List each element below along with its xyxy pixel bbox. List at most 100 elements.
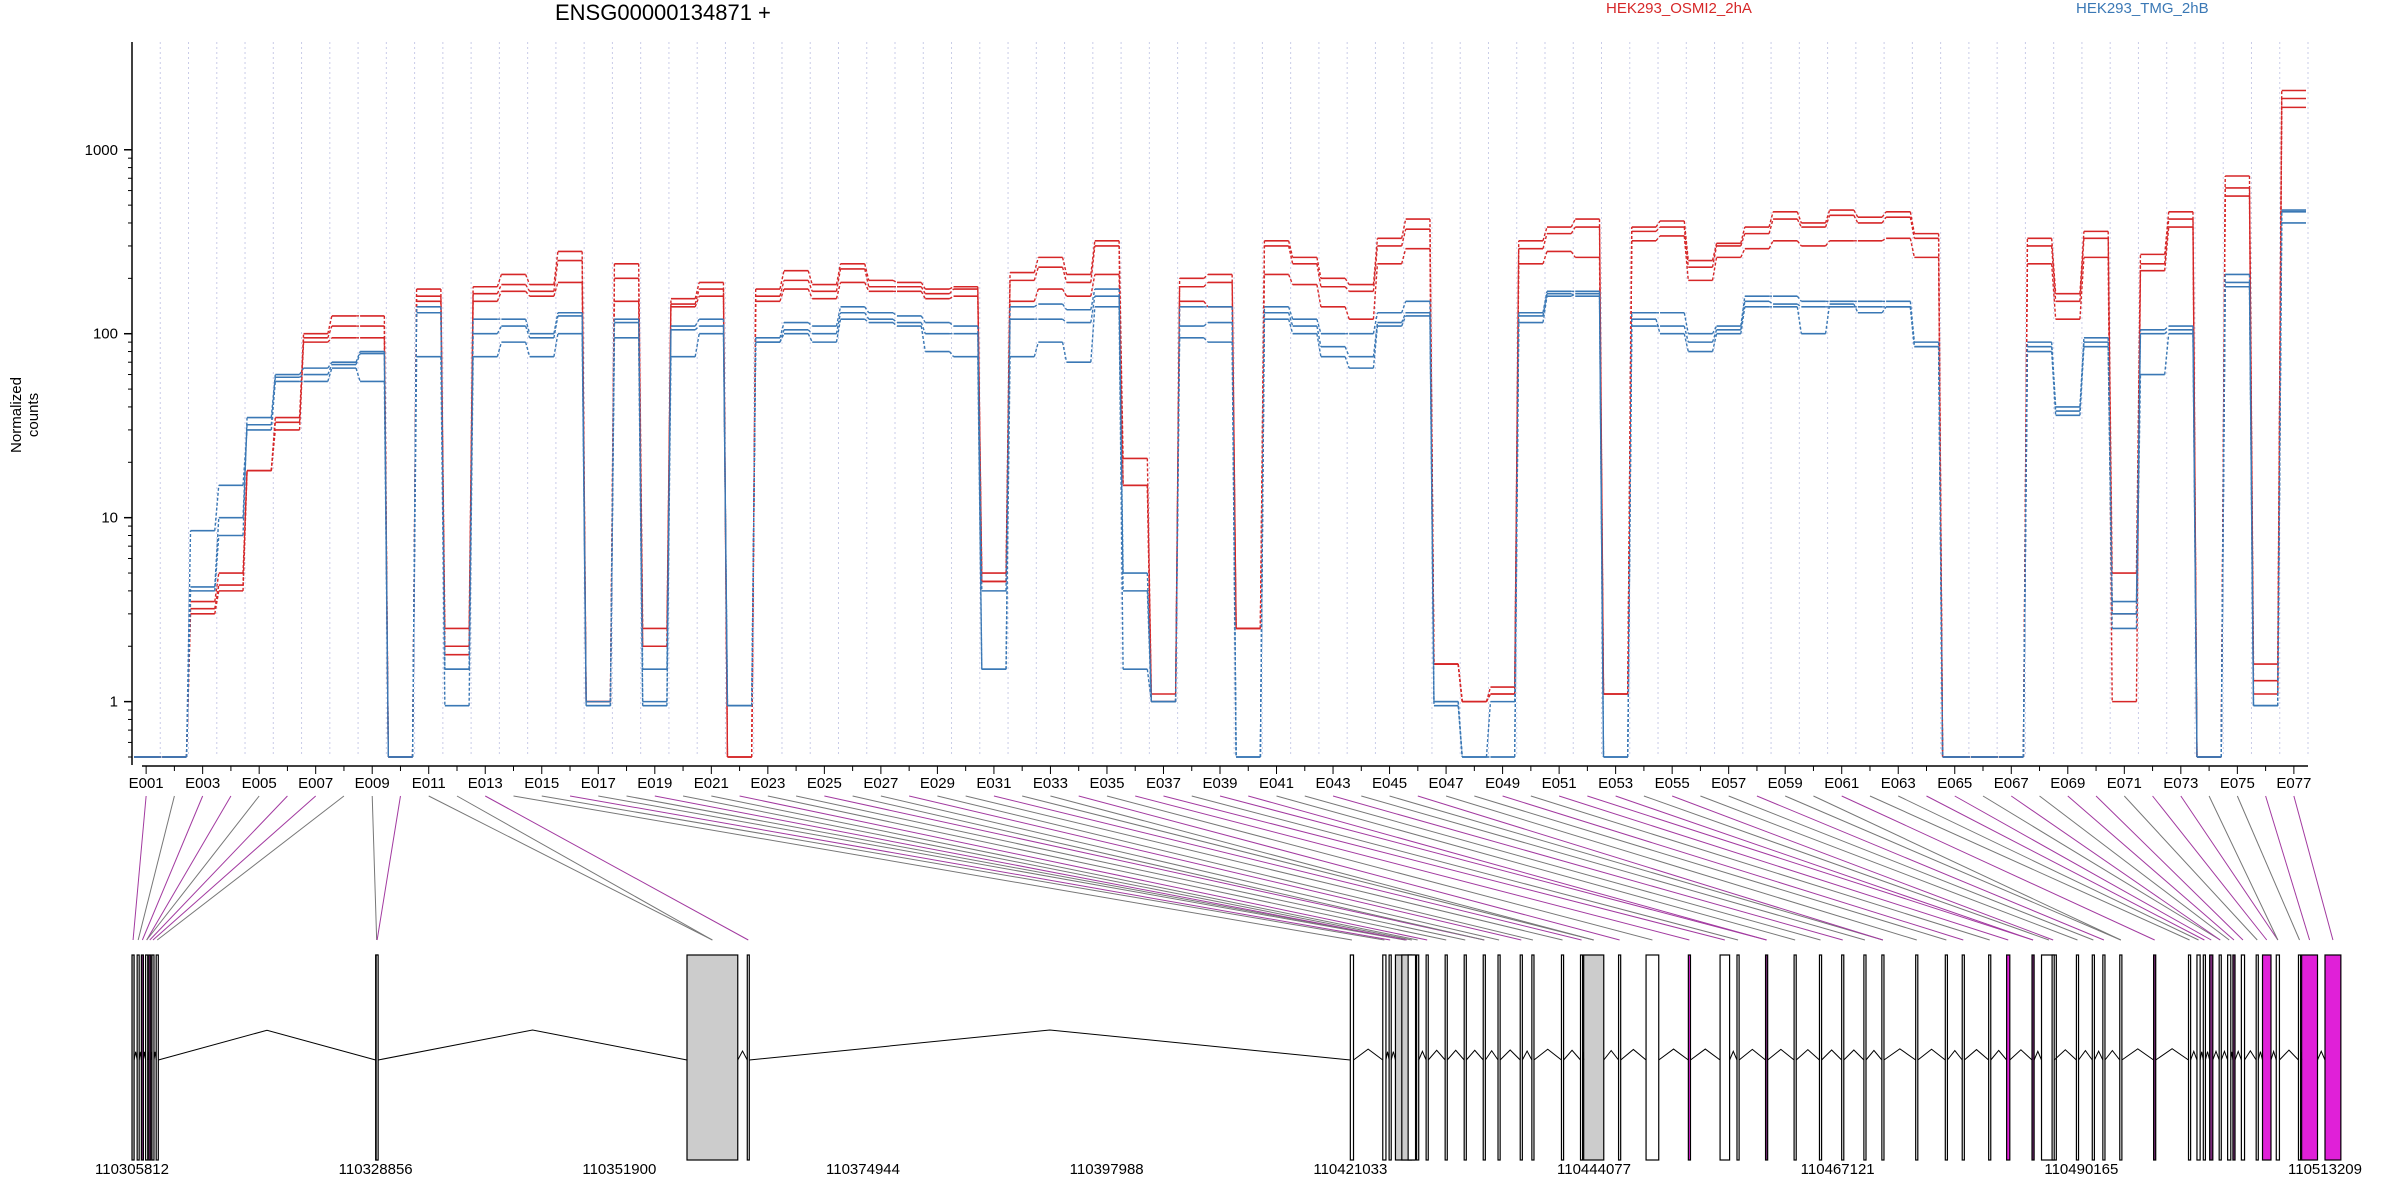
series-connector (835, 312, 842, 334)
exon-axis: E001 E003 E005 E007 E009 E011 E013 E015 E017 E019… (129, 765, 2311, 792)
intron-line (2078, 1049, 2093, 1061)
series-connector (1683, 333, 1689, 352)
exon-connector (428, 795, 713, 941)
exon-tick-label: E037 (1146, 775, 1181, 792)
intron-line (1415, 1051, 1418, 1061)
series-connector (1203, 273, 1209, 279)
exon-connector (795, 795, 1466, 941)
genomic-tick-label: 110421033 (1313, 1161, 1387, 1178)
intron-line (1582, 1051, 1585, 1061)
exon-block (1793, 954, 1797, 1161)
series-connector (1796, 306, 1803, 334)
series-connector (864, 318, 870, 324)
exon-connector (1248, 795, 1767, 941)
series-connector (2220, 286, 2226, 758)
series-connector (214, 535, 220, 591)
exon-block (2091, 954, 2095, 1161)
exon-connector (1502, 795, 1964, 941)
series-connector (1711, 329, 1718, 343)
series-connector (1824, 215, 1831, 228)
series-connector (864, 263, 870, 281)
exon-tick-label: E025 (807, 775, 842, 792)
exon-tick-label: E031 (976, 775, 1011, 792)
series-connector (1740, 306, 1746, 334)
intron-line (2234, 1049, 2242, 1061)
exon-block (2209, 954, 2214, 1161)
intron-line (1499, 1049, 1521, 1061)
series-connector (270, 374, 276, 418)
series-connector (1711, 257, 1718, 281)
exon-connector (1954, 795, 2212, 941)
series-lines (134, 89, 2306, 758)
series-connector (1090, 274, 1096, 297)
exon-block (1583, 954, 1605, 1161)
series-connector (609, 337, 616, 706)
series-connector (1627, 319, 1633, 758)
exon-block (686, 954, 739, 1161)
series-connector (242, 429, 248, 486)
exon-connector (1756, 795, 2105, 941)
exon-connector (1417, 795, 1884, 941)
exon-connector (1869, 795, 2190, 941)
exon-connector (2265, 795, 2311, 941)
exon-tick-label: E049 (1485, 775, 1520, 792)
series-connector (1287, 312, 1294, 327)
exon-block (746, 954, 750, 1161)
intron-line (749, 1029, 1351, 1061)
intron-line (1865, 1049, 1883, 1061)
exon-block (2261, 954, 2272, 1161)
intron-line (2270, 1049, 2277, 1061)
series-connector (835, 268, 842, 292)
exon-block (2102, 954, 2106, 1161)
exon-block (1463, 954, 1467, 1161)
series-connector (1316, 263, 1322, 287)
series-connector (2107, 238, 2113, 614)
series-connector (949, 322, 954, 327)
series-connector (1344, 306, 1350, 320)
intron-line (133, 1051, 138, 1061)
series-connector (1090, 296, 1096, 323)
exon-connector (1276, 795, 1796, 941)
series-connector (553, 315, 559, 338)
exon-connector (1445, 795, 1917, 941)
series-connector (553, 282, 559, 297)
series-connector (298, 337, 305, 423)
series-connector (1203, 337, 1209, 343)
exon-tick-label: E051 (1542, 775, 1577, 792)
series-connector (722, 333, 729, 706)
intron-line (2317, 1049, 2326, 1061)
exon-connector (1700, 795, 2078, 941)
exon-block (2324, 954, 2342, 1161)
series-connector (1853, 209, 1859, 218)
intron-line (2230, 1051, 2234, 1061)
exon-block (2240, 954, 2246, 1161)
exon-tick-label: E055 (1655, 775, 1690, 792)
series-connector (1768, 218, 1774, 234)
exon-connector (965, 795, 1563, 941)
exon-tick-label: E071 (2107, 775, 2142, 792)
y-tick-label: 1 (110, 694, 118, 711)
series-connector (1796, 295, 1802, 302)
exon-tick-label: E065 (1937, 775, 1972, 792)
series-connector (807, 322, 813, 327)
series-connector (496, 341, 503, 357)
series-connector (694, 282, 700, 299)
series-connector (355, 351, 361, 363)
series-connector (694, 288, 700, 305)
series-connector (1853, 215, 1859, 224)
exon-connector (1558, 795, 2009, 941)
series-connector (553, 260, 559, 292)
exon-block (1764, 954, 1769, 1161)
exon-connector (141, 795, 204, 941)
genomic-tick-label: 110305812 (95, 1161, 169, 1178)
series-blue-5 (134, 222, 2306, 758)
exon-block (2075, 954, 2080, 1161)
exon-tick-label: E035 (1089, 775, 1124, 792)
exon-tick-label: E045 (1372, 775, 1407, 792)
intron-line (1533, 1048, 1562, 1061)
series-connector (2050, 245, 2057, 302)
exon-tick-label: E029 (920, 775, 955, 792)
series-blue-3 (134, 209, 2306, 758)
series-connector (1768, 240, 1774, 249)
series-connector (1909, 211, 1916, 234)
